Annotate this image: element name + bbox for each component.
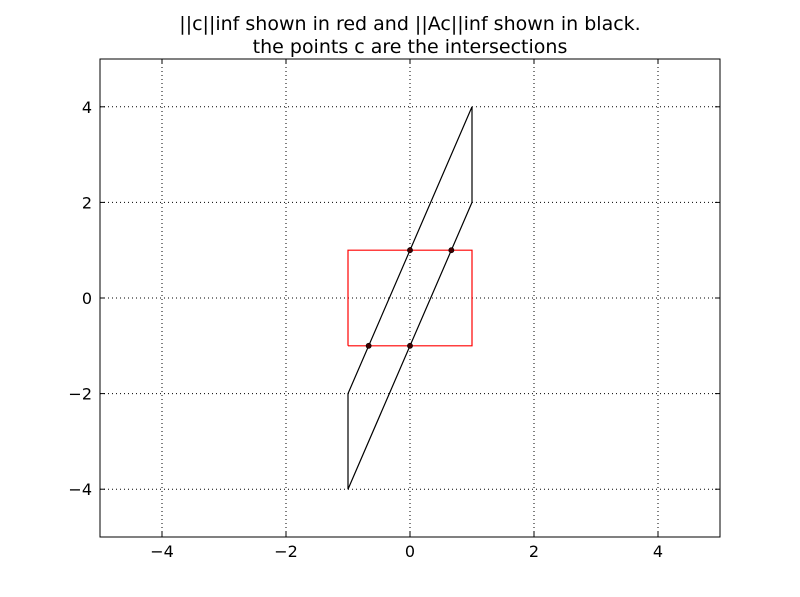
series-layer — [347, 106, 473, 490]
y-tick-label-3: 2 — [82, 193, 92, 212]
chart-subtitle: the points c are the intersections — [252, 36, 568, 58]
y-tick-label-2: 0 — [82, 289, 92, 308]
x-tick-label-3: 2 — [529, 542, 539, 561]
y-tick-label-4: 4 — [82, 98, 92, 117]
x-tick-label-2: 0 — [405, 542, 415, 561]
chart-title: ||c||inf shown in red and ||Ac||inf show… — [179, 13, 641, 35]
grid-lines — [100, 59, 720, 537]
series-unit-square-red — [347, 249, 473, 347]
y-tick-label-0: −4 — [68, 480, 92, 499]
tick-marks — [100, 59, 720, 537]
intersection-point-3 — [407, 342, 413, 349]
x-tick-label-4: 4 — [653, 542, 663, 561]
y-tick-label-1: −2 — [68, 385, 92, 404]
intersection-point-0 — [407, 247, 413, 254]
intersection-point-1 — [448, 247, 455, 254]
series-parallelogram-black — [347, 106, 473, 490]
tick-labels: −4 −2 0 2 4 −4 −2 0 2 4 — [68, 98, 663, 561]
x-tick-label-0: −4 — [150, 542, 174, 561]
intersection-point-2 — [365, 342, 372, 349]
x-tick-label-1: −2 — [274, 542, 298, 561]
intersection-points — [365, 247, 455, 349]
